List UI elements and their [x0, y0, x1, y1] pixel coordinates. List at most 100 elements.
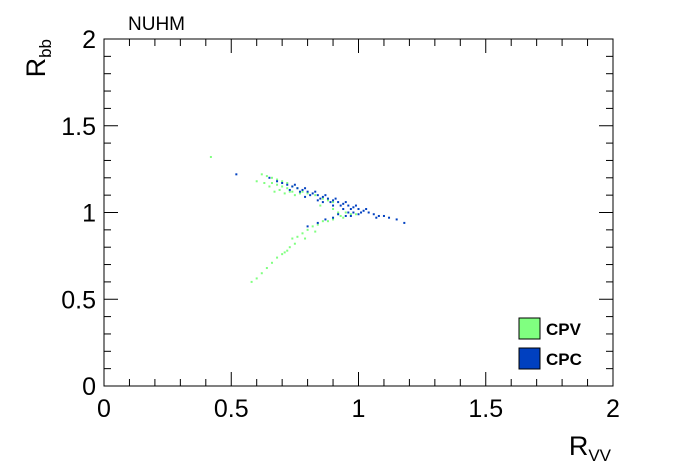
y-tick-label: 1 [82, 200, 96, 228]
x-tick-label: 0.5 [214, 395, 249, 423]
data-point [362, 209, 365, 212]
data-point [342, 208, 345, 211]
series-cpv [209, 155, 357, 283]
data-point [314, 230, 317, 233]
data-point [344, 211, 347, 214]
data-point [301, 190, 304, 193]
legend: CPV CPC [518, 317, 582, 370]
y-tick-labels: 0 0.5 1 1.5 2 [61, 26, 96, 401]
data-point [250, 280, 253, 283]
data-point [354, 213, 357, 216]
data-point [360, 211, 363, 214]
x-tick-labels: 0 0.5 1 1.5 2 [97, 395, 620, 423]
y-tick-label: 2 [82, 26, 96, 54]
data-point [354, 204, 357, 207]
data-point [326, 220, 329, 223]
data-point [388, 216, 391, 219]
data-point [316, 199, 319, 202]
data-point [321, 201, 324, 204]
data-point [281, 182, 284, 185]
data-point [321, 220, 324, 223]
data-point [321, 197, 324, 200]
data-point [296, 235, 299, 238]
legend-label-cpv: CPV [546, 320, 582, 339]
legend-swatch-cpc [518, 347, 541, 370]
y-axis-title-main: R [21, 58, 51, 78]
data-point [235, 173, 238, 176]
data-point [319, 197, 322, 200]
data-point [288, 188, 291, 191]
data-point [260, 272, 263, 275]
data-point [349, 213, 352, 216]
x-tick-label: 0 [97, 395, 111, 423]
data-point [291, 185, 294, 188]
data-point [332, 204, 335, 207]
data-point [293, 194, 296, 197]
data-point [349, 214, 352, 217]
data-point [326, 199, 329, 202]
data-point [334, 197, 337, 200]
data-point [352, 211, 355, 214]
data-point [286, 182, 289, 185]
y-axis-title-sub: bb [36, 39, 55, 58]
data-point [349, 208, 352, 211]
data-point [332, 201, 335, 204]
data-point [265, 175, 268, 178]
data-point [296, 187, 299, 190]
data-point [329, 201, 332, 204]
data-point [347, 211, 350, 214]
data-point [352, 206, 355, 209]
data-point [276, 183, 279, 186]
x-tick-label: 2 [606, 395, 620, 423]
data-point [288, 190, 291, 193]
data-point [316, 194, 319, 197]
data-point [342, 202, 345, 205]
data-point [283, 192, 286, 195]
data-point [306, 192, 309, 195]
data-point [403, 221, 406, 224]
data-point [265, 267, 268, 270]
data-point [255, 277, 258, 280]
data-point [311, 192, 314, 195]
axis-ticks [103, 38, 614, 387]
x-axis-title-main: R [569, 431, 589, 461]
data-point [270, 261, 273, 264]
data-point [270, 182, 273, 185]
data-point [304, 195, 307, 198]
data-point [319, 204, 322, 207]
data-point [357, 208, 360, 211]
data-point [395, 218, 398, 221]
data-point [288, 246, 291, 249]
y-tick-label: 1.5 [61, 113, 96, 141]
data-point [316, 221, 319, 224]
data-point [339, 204, 342, 207]
data-point [301, 232, 304, 235]
data-point [311, 225, 314, 228]
data-point [304, 187, 307, 190]
data-point [281, 253, 284, 256]
data-point [357, 213, 360, 216]
data-point [293, 183, 296, 186]
data-point [332, 216, 335, 219]
y-axis-title: Rbb [21, 39, 55, 77]
data-point [273, 190, 276, 193]
data-point [268, 176, 271, 179]
data-point [255, 180, 258, 183]
data-point [281, 180, 284, 183]
data-point [344, 214, 347, 217]
data-point [278, 188, 281, 191]
y-tick-label: 0 [82, 373, 96, 401]
data-point [321, 195, 324, 198]
data-point [339, 214, 342, 217]
x-tick-label: 1.5 [468, 395, 503, 423]
data-point [337, 201, 340, 204]
data-point [286, 183, 289, 186]
data-point [314, 190, 317, 193]
data-point [306, 228, 309, 231]
legend-swatch-cpv [518, 317, 541, 340]
data-point [324, 194, 327, 197]
data-point [347, 204, 350, 207]
data-point [377, 214, 380, 217]
data-point [268, 185, 271, 188]
data-point [324, 218, 327, 221]
